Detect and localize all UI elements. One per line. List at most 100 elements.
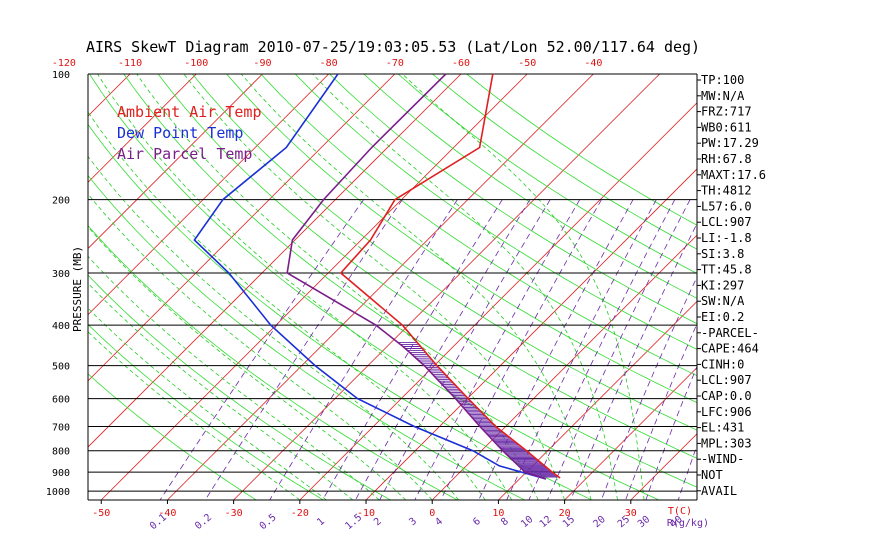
isotherm-line bbox=[88, 74, 263, 250]
top-temp-tick-label: -70 bbox=[386, 58, 404, 69]
index-entry: RH:67.8 bbox=[701, 152, 752, 166]
index-entry: CINH:0 bbox=[701, 357, 744, 371]
mixing-ratio-line bbox=[159, 199, 364, 500]
axes bbox=[87, 74, 698, 501]
pressure-tick-label: 500 bbox=[52, 362, 70, 373]
moist-adiabat-line bbox=[88, 255, 380, 500]
mixing-ratio-line bbox=[570, 222, 697, 500]
bottom-temp-tick-label: 0 bbox=[429, 508, 435, 519]
bottom-temp-tick-label: -50 bbox=[92, 508, 110, 519]
pressure-tick-label: 1000 bbox=[46, 487, 70, 498]
moist-adiabat-line bbox=[88, 331, 301, 500]
mixing-ratio-label: 2 bbox=[372, 516, 384, 528]
isotherm-line bbox=[88, 74, 131, 117]
mixing-ratio-label: 12 bbox=[538, 514, 554, 530]
index-entry: MAXT:17.6 bbox=[701, 168, 766, 182]
moist-adiabat-line bbox=[183, 74, 565, 500]
dry-adiabat-line bbox=[226, 74, 697, 404]
index-entry: TT:45.8 bbox=[701, 263, 752, 277]
index-entry: EI:0.2 bbox=[701, 310, 744, 324]
mixing-ratio-line bbox=[600, 276, 697, 500]
index-entry: -PARCEL- bbox=[701, 326, 759, 340]
legend-parcel: Air Parcel Temp bbox=[117, 145, 252, 163]
bottom-temp-tick-label: -30 bbox=[225, 508, 243, 519]
isotherm-line bbox=[299, 102, 697, 500]
bottom-temp-tick-label: -10 bbox=[357, 508, 375, 519]
moist-adiabat-line bbox=[88, 307, 327, 500]
dry-adiabat-line bbox=[260, 74, 697, 377]
index-entry: MW:N/A bbox=[701, 89, 745, 103]
pressure-tick-label: 200 bbox=[52, 196, 70, 207]
moist-adiabat-lines bbox=[88, 74, 645, 500]
top-temp-tick-label: -60 bbox=[452, 58, 470, 69]
mixing-ratio-line bbox=[379, 199, 551, 500]
index-entry: KI:297 bbox=[701, 278, 744, 292]
mixing-ratio-line bbox=[677, 444, 697, 500]
isotherm-line bbox=[100, 74, 528, 500]
top-temp-tick-label: -50 bbox=[518, 58, 536, 69]
legend-dewpoint: Dew Point Temp bbox=[117, 124, 243, 142]
index-entry: LCL:907 bbox=[701, 215, 752, 229]
moist-adiabat-line bbox=[88, 226, 406, 500]
dry-adiabat-line bbox=[397, 74, 697, 274]
pressure-tick-label: 300 bbox=[52, 269, 70, 280]
isotherm-line bbox=[0, 74, 64, 500]
dry-adiabat-line bbox=[294, 74, 697, 350]
pressure-tick-label: 100 bbox=[52, 70, 70, 81]
moist-adiabat-line bbox=[88, 193, 433, 500]
mixing-ratio-line bbox=[547, 199, 691, 500]
legend-ambient: Ambient Air Temp bbox=[117, 103, 262, 121]
mixing-ratio-line bbox=[440, 199, 602, 500]
pressure-tick-label: 400 bbox=[52, 321, 70, 332]
dry-adiabat-line bbox=[89, 74, 660, 500]
dry-adiabat-line bbox=[363, 74, 697, 299]
dry-adiabat-line bbox=[88, 225, 458, 500]
pressure-tick-label: 900 bbox=[52, 468, 70, 479]
top-temp-tick-label: -120 bbox=[52, 58, 76, 69]
mixing-ratio-label: 0.5 bbox=[258, 512, 279, 532]
top-temp-tick-label: -110 bbox=[118, 58, 142, 69]
temp-unit-label: T(C) bbox=[668, 506, 692, 517]
mixing-ratio-line bbox=[528, 199, 676, 500]
mixing-ratio-label: 1 bbox=[315, 516, 327, 528]
series-ambient-air-temp bbox=[339, 74, 561, 479]
mixing-ratio-line bbox=[414, 199, 581, 500]
mixing-ratio-label: 30 bbox=[636, 514, 652, 530]
dry-adiabat-line bbox=[123, 74, 697, 488]
index-entry: LI:-1.8 bbox=[701, 231, 752, 245]
bottom-temp-tick-label: 30 bbox=[625, 508, 637, 519]
index-entry: WB0:611 bbox=[701, 120, 752, 134]
isotherm-lines bbox=[0, 74, 697, 500]
top-temp-tick-label: -40 bbox=[584, 58, 602, 69]
isotherm-line bbox=[498, 300, 697, 500]
mixing-ratio-label: 6 bbox=[471, 516, 483, 528]
mixing-ratio-lines bbox=[159, 199, 697, 500]
index-entry: FRZ:717 bbox=[701, 105, 752, 119]
index-entry: EL:431 bbox=[701, 421, 744, 435]
mixing-ratio-label: 3 bbox=[407, 516, 419, 528]
mixing-ratio-line bbox=[645, 365, 697, 500]
isotherm-line bbox=[88, 74, 329, 316]
index-entry: TH:4812 bbox=[701, 184, 752, 198]
top-temp-tick-label: -100 bbox=[184, 58, 208, 69]
moist-adiabat-line bbox=[312, 74, 618, 500]
isobar-lines bbox=[88, 73, 697, 492]
mixing-ratio-unit-label: R(g/kg) bbox=[667, 518, 709, 529]
pressure-tick-label: 700 bbox=[52, 423, 70, 434]
series-air-parcel-temp bbox=[286, 74, 547, 480]
mixing-ratio-line bbox=[269, 199, 458, 500]
index-entry: CAP:0.0 bbox=[701, 389, 752, 403]
mixing-ratio-line bbox=[478, 199, 634, 500]
series-dew-point-temp bbox=[193, 74, 547, 480]
index-entry: PW:17.29 bbox=[701, 136, 759, 150]
isotherm-line bbox=[564, 367, 697, 500]
mixing-ratio-line bbox=[322, 199, 503, 500]
dry-adiabat-line bbox=[88, 174, 525, 500]
cape-hatching bbox=[397, 341, 559, 478]
index-entry: MPL:303 bbox=[701, 436, 752, 450]
isotherm-line bbox=[431, 234, 697, 500]
index-entry: LFC:906 bbox=[701, 405, 752, 419]
isotherm-line bbox=[233, 74, 660, 500]
